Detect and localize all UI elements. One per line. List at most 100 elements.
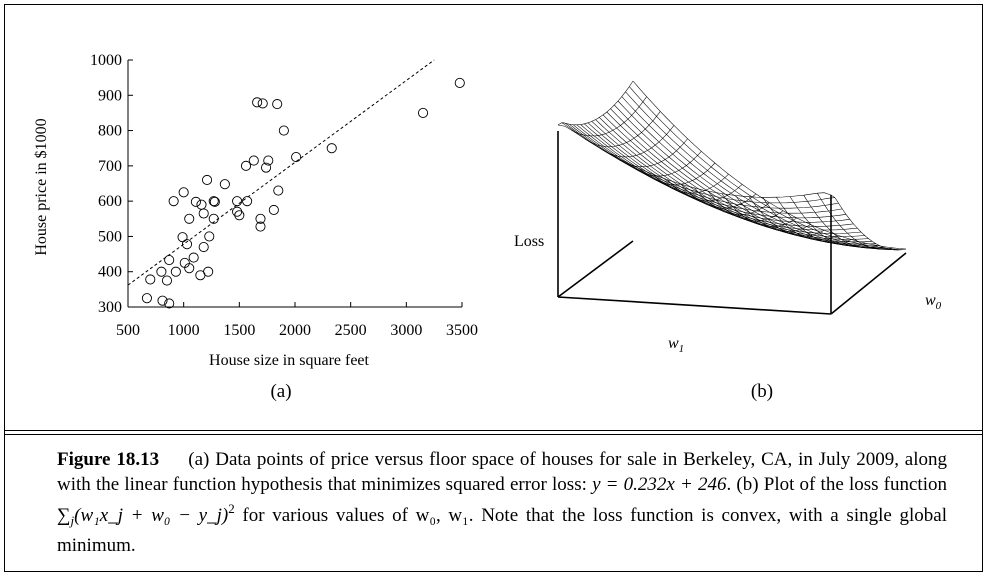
data-point — [272, 99, 283, 110]
w1-label: w1 — [668, 335, 684, 355]
data-point — [164, 255, 175, 266]
data-point — [219, 179, 230, 190]
data-point — [184, 213, 195, 224]
x-tick-label: 3000 — [390, 322, 422, 339]
caption-equation: y = 0.232x + 246 — [592, 473, 727, 495]
surface-mesh-line — [591, 121, 865, 237]
x-tick-label: 2000 — [279, 322, 311, 339]
caption-sum-term: (w₁x_j + w₀ − y_j) — [74, 505, 229, 526]
data-point — [278, 125, 289, 136]
data-point — [257, 98, 268, 109]
caption-sum-sub: j — [70, 513, 75, 528]
data-point — [177, 232, 188, 243]
surface-mesh-line — [576, 124, 850, 223]
surface-mesh-line — [572, 124, 847, 219]
y-tick-label: 700 — [98, 158, 122, 175]
data-point — [454, 77, 465, 88]
data-point — [273, 185, 284, 196]
y-tick-label: 800 — [98, 123, 122, 140]
w1-axis-line — [557, 296, 832, 315]
caption-line3-a: loss: — [552, 473, 593, 495]
surface-mesh-line — [569, 123, 843, 214]
loss-label: Loss — [514, 233, 544, 250]
caption-sum-sup: 2 — [228, 501, 235, 516]
x-tick-label: 500 — [116, 322, 140, 339]
data-point — [208, 213, 219, 224]
data-point — [326, 143, 337, 154]
surface-mesh-line — [598, 125, 675, 158]
scatter-panel: 300 400 500 600 700 800 900 1000 500 1000 1500 200… — [33, 52, 478, 402]
data-point — [196, 199, 207, 210]
figure-frame: 300 400 500 600 700 800 900 1000 500 1000 1500 200… — [4, 4, 983, 572]
fit-line — [127, 59, 435, 286]
data-point — [291, 151, 302, 163]
data-point — [268, 204, 279, 216]
surface-mesh-line — [621, 96, 895, 251]
data-point — [240, 160, 252, 171]
caption-line3-b: . (b) Plot of the loss function — [726, 473, 947, 495]
surface-mesh-line — [614, 104, 888, 249]
data-point — [263, 155, 274, 166]
caption-sum-symbol: ∑ — [57, 505, 71, 526]
surface-mesh-line — [557, 124, 832, 198]
data-point — [252, 97, 263, 108]
data-point — [188, 252, 199, 263]
surface-panel: Loss w1 w0 (b) — [514, 80, 942, 402]
caption-line3-c: for various — [234, 505, 329, 526]
data-point — [161, 275, 173, 286]
caption-line1: (a) Data points of price versus floor sp… — [188, 449, 756, 470]
data-point — [181, 239, 193, 250]
caption-line2: CA, in July 2009, along with the linear … — [57, 449, 948, 495]
data-point — [232, 196, 243, 207]
w0-axis-line — [830, 252, 907, 315]
data-point — [178, 187, 189, 198]
depth-axis-line — [557, 240, 634, 298]
data-point — [209, 196, 220, 207]
data-point — [234, 210, 245, 221]
data-point — [170, 266, 181, 277]
data-point — [157, 295, 168, 306]
y-tick-label: 500 — [98, 228, 122, 245]
data-point — [255, 213, 266, 224]
caption-rule-top — [5, 430, 982, 431]
data-point — [156, 266, 167, 277]
caption-rule-bottom — [5, 434, 982, 435]
y-tick-label: 600 — [98, 193, 122, 210]
data-point — [184, 263, 195, 274]
caption-line4: values of w₀, w₁. Note that the loss fun… — [57, 505, 948, 556]
surface-mesh-line — [565, 123, 839, 209]
surface-mesh-line — [817, 193, 893, 250]
figure-caption: Figure 18.13 (a) Data points of price ve… — [57, 448, 947, 558]
data-point — [203, 266, 214, 277]
data-point — [261, 162, 272, 173]
panel-a-label: (a) — [270, 381, 291, 402]
surface-mesh-line — [599, 117, 873, 243]
data-point — [141, 293, 152, 304]
data-point — [248, 155, 259, 166]
data-point — [190, 196, 201, 207]
y-tick-label: 400 — [98, 264, 122, 281]
y-tick-label: 300 — [98, 299, 122, 316]
caption-label: Figure 18.13 — [57, 449, 160, 470]
y-tick-label: 900 — [98, 87, 122, 104]
data-point — [255, 221, 266, 232]
data-point — [168, 196, 179, 207]
x-tick-label: 1500 — [223, 322, 255, 339]
data-point — [198, 208, 209, 219]
w0-label: w0 — [925, 292, 942, 312]
surface-mesh-line — [629, 86, 903, 250]
surface-mesh-line — [580, 124, 854, 227]
figure-svg: 300 400 500 600 700 800 900 1000 500 1000 1500 200… — [33, 52, 942, 402]
surface-mesh-line — [632, 80, 907, 250]
data-point — [145, 274, 156, 285]
surface-mesh-line — [557, 80, 634, 126]
x-tick-label: 2500 — [335, 322, 367, 339]
data-point — [204, 231, 215, 242]
data-point — [198, 241, 209, 253]
surface-mesh-line — [625, 91, 899, 251]
x-tick-label: 3500 — [446, 322, 478, 339]
data-point — [201, 174, 213, 186]
surface-mesh-line — [617, 100, 892, 250]
data-point — [208, 196, 219, 207]
data-point — [242, 196, 253, 207]
